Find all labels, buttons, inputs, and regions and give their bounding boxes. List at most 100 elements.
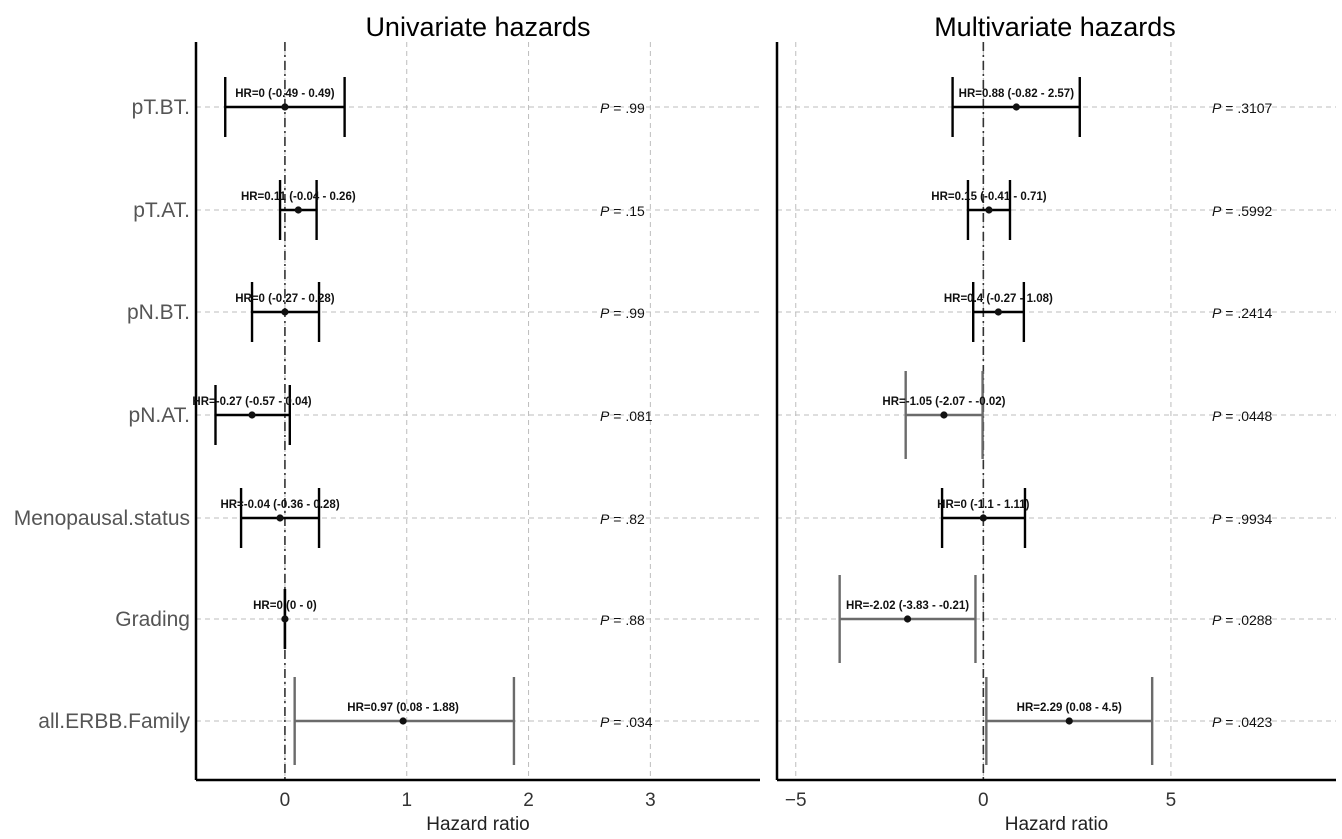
p-symbol: P: [1212, 203, 1222, 219]
p-value-label: P = .82: [600, 511, 645, 527]
p-value-label: P = .9934: [1212, 511, 1273, 527]
p-value-label: P = .99: [600, 100, 645, 116]
y-tick-label: Grading: [115, 608, 190, 631]
p-value: .0423: [1237, 714, 1272, 730]
hr-label: HR=0.88 (-0.82 - 2.57): [959, 88, 1075, 100]
hr-point: [903, 615, 912, 623]
p-equals: =: [609, 408, 625, 424]
hr-label: HR=0.15 (-0.41 - 0.71): [931, 191, 1047, 203]
hr-point: [281, 308, 289, 316]
p-equals: =: [1221, 408, 1237, 424]
x-tick-label: 2: [523, 790, 534, 811]
hr-point: [1065, 717, 1073, 725]
hr-point: [1012, 103, 1020, 111]
x-tick-label: −5: [785, 790, 807, 811]
p-value-label: P = .081: [600, 408, 653, 424]
hr-point: [281, 103, 289, 111]
p-equals: =: [609, 511, 625, 527]
hr-point: [294, 206, 302, 214]
p-value: .99: [625, 100, 645, 116]
p-value: .5992: [1237, 203, 1272, 219]
p-value: .0288: [1237, 612, 1272, 628]
y-tick-label: pT.AT.: [133, 199, 190, 222]
p-equals: =: [609, 305, 625, 321]
p-symbol: P: [1212, 714, 1222, 730]
x-tick-label: 0: [280, 790, 291, 811]
x-tick-label: 0: [978, 790, 989, 811]
x-tick-label: 3: [645, 790, 656, 811]
hr-label: HR=-1.05 (-2.07 - -0.02): [882, 396, 1005, 408]
p-equals: =: [609, 100, 625, 116]
hr-label: HR=0 (-0.27 - 0.28): [235, 293, 335, 305]
p-value: .88: [625, 612, 645, 628]
p-value-label: P = .5992: [1212, 203, 1273, 219]
chart-title: Multivariate hazards: [934, 12, 1176, 42]
hr-label: HR=0 (0 - 0): [253, 600, 317, 612]
p-value-label: P = .0288: [1212, 612, 1273, 628]
p-value: .081: [625, 408, 652, 424]
p-value-label: P = .3107: [1212, 100, 1273, 116]
p-symbol: P: [600, 100, 610, 116]
hr-label: HR=-0.27 (-0.57 - 0.04): [192, 396, 311, 408]
hr-label: HR=2.29 (0.08 - 4.5): [1017, 702, 1122, 714]
y-tick-label: Menopausal.status: [14, 507, 190, 530]
p-symbol: P: [600, 305, 610, 321]
p-equals: =: [1221, 305, 1237, 321]
p-equals: =: [1221, 612, 1237, 628]
x-axis-title: Hazard ratio: [1005, 814, 1109, 834]
x-tick-label: 5: [1166, 790, 1177, 811]
p-equals: =: [609, 612, 625, 628]
p-symbol: P: [1212, 100, 1222, 116]
p-equals: =: [609, 203, 625, 219]
p-value: .0448: [1237, 408, 1272, 424]
p-symbol: P: [600, 511, 610, 527]
p-symbol: P: [600, 612, 610, 628]
hr-point: [979, 514, 987, 522]
hr-label: HR=-2.02 (-3.83 - -0.21): [846, 600, 969, 612]
y-tick-label: pN.BT.: [127, 301, 190, 324]
p-equals: =: [1221, 100, 1237, 116]
hr-point: [399, 717, 407, 725]
p-value: .99: [625, 305, 645, 321]
hr-point: [248, 411, 256, 419]
p-symbol: P: [600, 408, 610, 424]
hr-point: [994, 308, 1002, 316]
p-value: .9934: [1237, 511, 1272, 527]
p-equals: =: [1221, 511, 1237, 527]
p-symbol: P: [600, 714, 610, 730]
hr-label: HR=-0.04 (-0.36 - 0.28): [220, 499, 339, 511]
y-tick-label: pT.BT.: [132, 96, 190, 119]
p-value: .034: [625, 714, 652, 730]
p-equals: =: [1221, 203, 1237, 219]
x-tick-label: 1: [401, 790, 412, 811]
p-value-label: P = .034: [600, 714, 653, 730]
p-value-label: P = .2414: [1212, 305, 1273, 321]
p-equals: =: [1221, 714, 1237, 730]
p-value-label: P = .0448: [1212, 408, 1273, 424]
p-symbol: P: [1212, 408, 1222, 424]
p-symbol: P: [1212, 511, 1222, 527]
p-value: .3107: [1237, 100, 1272, 116]
hr-label: HR=0 (-0.49 - 0.49): [235, 88, 335, 100]
y-tick-label: all.ERBB.Family: [38, 710, 190, 733]
p-symbol: P: [1212, 612, 1222, 628]
y-tick-label: pN.AT.: [129, 404, 190, 427]
p-equals: =: [609, 714, 625, 730]
hr-label: HR=0.4 (-0.27 - 1.08): [944, 293, 1053, 305]
p-value-label: P = .99: [600, 305, 645, 321]
hr-point: [985, 206, 993, 214]
p-value: .2414: [1237, 305, 1272, 321]
p-value: .82: [625, 511, 645, 527]
chart-title: Univariate hazards: [365, 12, 590, 42]
p-value-label: P = .0423: [1212, 714, 1273, 730]
hr-label: HR=0.11 (-0.04 - 0.26): [241, 191, 356, 203]
x-axis-title: Hazard ratio: [426, 814, 530, 834]
p-symbol: P: [1212, 305, 1222, 321]
p-symbol: P: [600, 203, 610, 219]
hr-point: [281, 615, 289, 623]
p-value: .15: [625, 203, 645, 219]
hr-label: HR=0.97 (0.08 - 1.88): [347, 702, 459, 714]
p-value-label: P = .88: [600, 612, 645, 628]
